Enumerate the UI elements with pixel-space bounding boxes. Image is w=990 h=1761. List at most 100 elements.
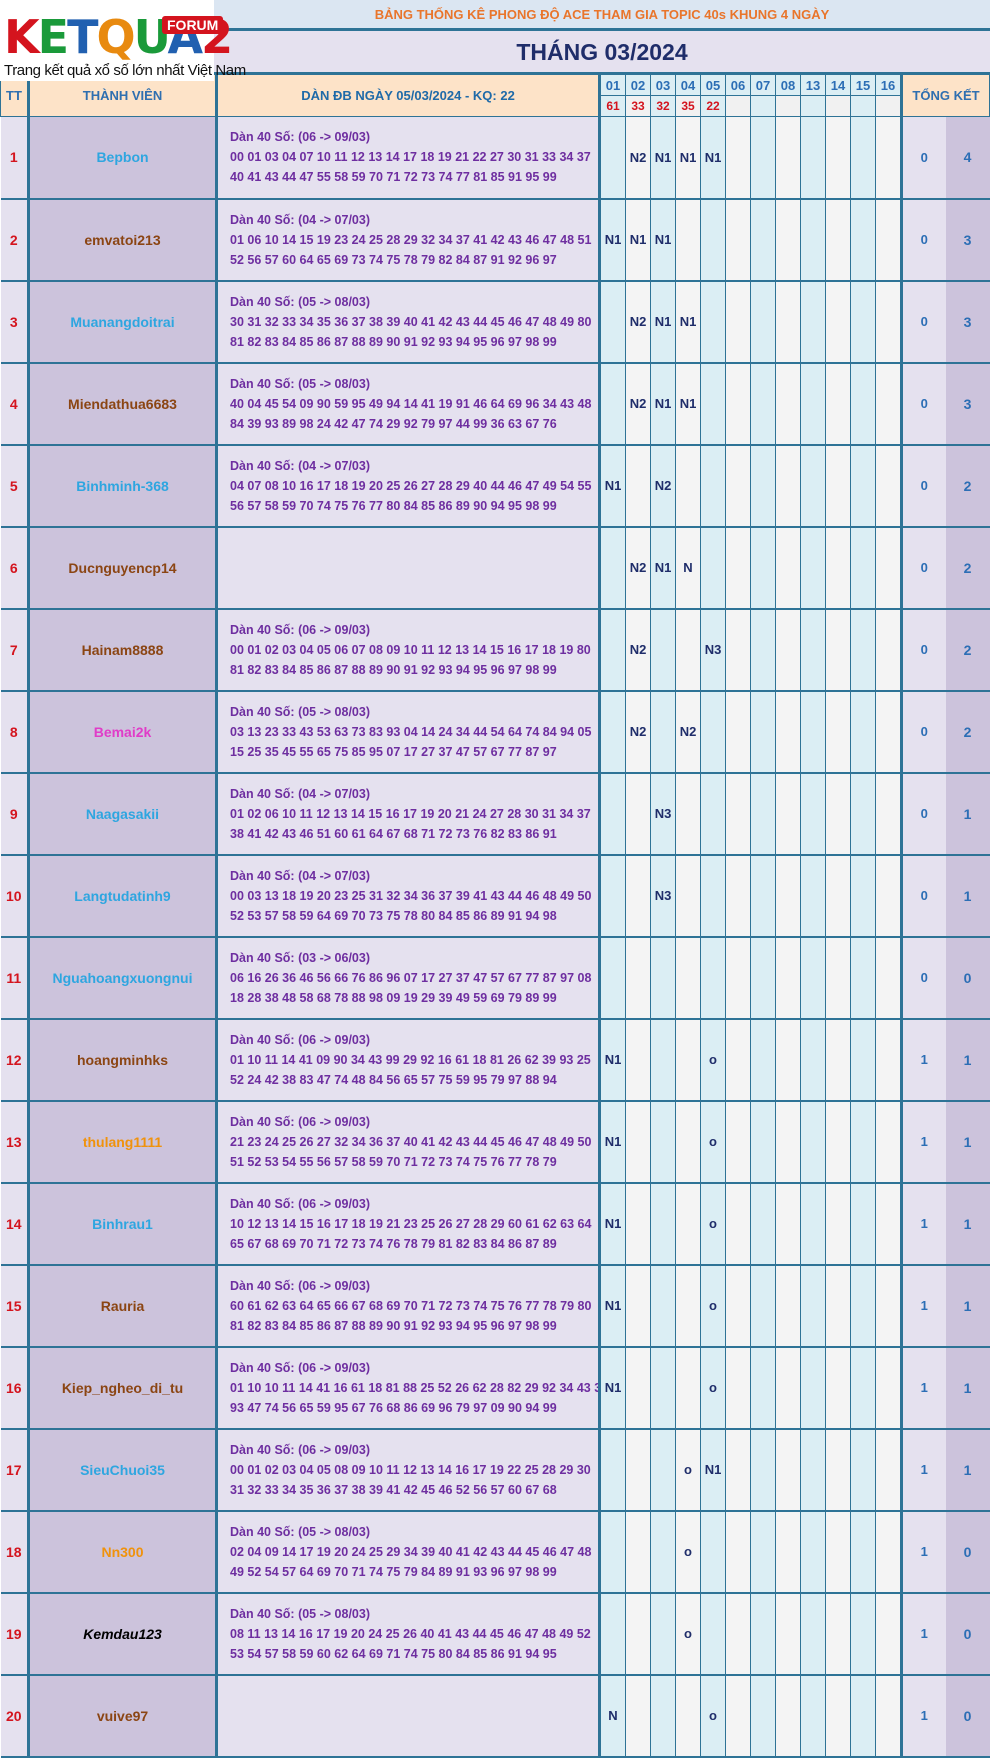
month-title: THÁNG 03/2024 bbox=[214, 31, 990, 72]
summary-total: 1 bbox=[945, 1100, 990, 1184]
table-row: 9 Naagasakii Dàn 40 Số: (04 -> 07/03) 01 02… bbox=[0, 772, 990, 856]
table-row: 15 Rauria Dàn 40 Số: (06 -> 09/03) 60 61 62… bbox=[0, 1264, 990, 1348]
dan-dan-line2: 49 52 54 57 64 69 70 71 74 75 79 84 89 9… bbox=[230, 1564, 557, 1579]
day-mark bbox=[875, 280, 902, 364]
day-mark bbox=[725, 936, 751, 1020]
dan-cell: Dàn 40 Số: (05 -> 08/03) 03 13 23 33 43 5… bbox=[216, 690, 601, 774]
dan-dan-line1: 00 03 13 18 19 20 23 25 31 32 34 36 37 3… bbox=[230, 888, 592, 903]
day-mark bbox=[675, 772, 701, 856]
day-mark: o bbox=[675, 1592, 701, 1676]
member-name[interactable]: hoangminhks bbox=[28, 1018, 218, 1102]
member-name[interactable]: Langtudatinh9 bbox=[28, 854, 218, 938]
day-mark bbox=[800, 936, 826, 1020]
day-mark bbox=[850, 936, 876, 1020]
day-mark bbox=[675, 444, 701, 528]
member-name[interactable]: Binhrau1 bbox=[28, 1182, 218, 1266]
day-mark bbox=[725, 1674, 751, 1758]
day-mark bbox=[775, 280, 801, 364]
col-header-summary: TỔNG KẾT bbox=[900, 74, 990, 117]
member-name[interactable]: Bemai2k bbox=[28, 690, 218, 774]
day-mark: N1 bbox=[675, 362, 701, 446]
day-mark bbox=[825, 1428, 851, 1512]
table-row: 14 Binhrau1 Dàn 40 Số: (06 -> 09/03) 10 12 … bbox=[0, 1182, 990, 1266]
day-mark bbox=[750, 280, 776, 364]
day-mark: N1 bbox=[599, 1018, 626, 1102]
day-mark bbox=[800, 854, 826, 938]
summary-hits: 0 bbox=[900, 280, 946, 364]
day-mark bbox=[825, 772, 851, 856]
summary-total: 1 bbox=[945, 1018, 990, 1102]
day-mark bbox=[800, 526, 826, 610]
member-name[interactable]: emvatoi213 bbox=[28, 198, 218, 282]
dan-dan-line2: 15 25 35 45 55 65 75 85 95 07 17 27 37 4… bbox=[230, 744, 557, 759]
member-name[interactable]: Kemdau123 bbox=[28, 1592, 218, 1676]
dan-dan-title: Dàn 40 Số: (06 -> 09/03) bbox=[230, 130, 370, 145]
day-mark bbox=[750, 362, 776, 446]
day-mark bbox=[725, 1346, 751, 1430]
day-mark bbox=[775, 854, 801, 938]
dan-dan-title: Dàn 40 Số: (06 -> 09/03) bbox=[230, 1442, 370, 1457]
dan-dan-line1: 04 07 08 10 16 17 18 19 20 25 26 27 28 2… bbox=[230, 478, 592, 493]
dan-cell: Dàn 40 Số: (04 -> 07/03) 04 07 08 10 16 1… bbox=[216, 444, 601, 528]
day-header: 16 bbox=[875, 74, 902, 96]
dan-dan-title: Dàn 40 Số: (05 -> 08/03) bbox=[230, 376, 370, 391]
member-name[interactable]: Rauria bbox=[28, 1264, 218, 1348]
day-mark: N3 bbox=[650, 854, 676, 938]
table-row: 19 Kemdau123 Dàn 40 Số: (05 -> 08/03) 08 11… bbox=[0, 1592, 990, 1676]
day-mark bbox=[800, 1346, 826, 1430]
member-name[interactable]: vuive97 bbox=[28, 1674, 218, 1758]
day-mark bbox=[750, 1100, 776, 1184]
day-mark bbox=[825, 1264, 851, 1348]
day-mark bbox=[725, 116, 751, 200]
member-name[interactable]: Miendathua6683 bbox=[28, 362, 218, 446]
day-mark: N1 bbox=[650, 526, 676, 610]
row-number: 9 bbox=[0, 772, 30, 856]
member-name[interactable]: Kiep_ngheo_di_tu bbox=[28, 1346, 218, 1430]
day-mark bbox=[750, 1182, 776, 1266]
table-row: 17 SieuChuoi35 Dàn 40 Số: (06 -> 09/03) 00 … bbox=[0, 1428, 990, 1512]
dan-dan-title: Dàn 40 Số: (06 -> 09/03) bbox=[230, 1360, 370, 1375]
day-mark bbox=[850, 608, 876, 692]
day-mark: N1 bbox=[675, 280, 701, 364]
day-mark bbox=[700, 280, 726, 364]
dan-cell: Dàn 40 Số: (06 -> 09/03) 10 12 13 14 15 1… bbox=[216, 1182, 601, 1266]
dan-dan-title: Dàn 40 Số: (06 -> 09/03) bbox=[230, 622, 370, 637]
day-mark bbox=[599, 116, 626, 200]
member-name[interactable]: thulang1111 bbox=[28, 1100, 218, 1184]
day-mark bbox=[800, 1592, 826, 1676]
day-result: 33 bbox=[625, 95, 651, 117]
summary-hits: 1 bbox=[900, 1264, 946, 1348]
dan-dan-title: Dàn 40 Số: (05 -> 08/03) bbox=[230, 704, 370, 719]
day-mark bbox=[800, 280, 826, 364]
member-name[interactable]: Hainam8888 bbox=[28, 608, 218, 692]
table-row: 16 Kiep_ngheo_di_tu Dàn 40 Số: (06 -> 09/0… bbox=[0, 1346, 990, 1430]
member-name[interactable]: Naagasakii bbox=[28, 772, 218, 856]
member-name[interactable]: Nn300 bbox=[28, 1510, 218, 1594]
day-mark bbox=[800, 1100, 826, 1184]
summary-hits: 0 bbox=[900, 608, 946, 692]
row-number: 2 bbox=[0, 198, 30, 282]
member-name[interactable]: SieuChuoi35 bbox=[28, 1428, 218, 1512]
day-mark: N2 bbox=[650, 444, 676, 528]
day-mark bbox=[775, 936, 801, 1020]
dan-dan-line1: 01 10 10 11 14 41 16 61 18 81 88 25 52 2… bbox=[230, 1380, 600, 1395]
day-mark bbox=[825, 608, 851, 692]
day-mark bbox=[700, 1510, 726, 1594]
day-mark bbox=[725, 280, 751, 364]
member-name[interactable]: Muanangdoitrai bbox=[28, 280, 218, 364]
member-name[interactable]: Ducnguyencp14 bbox=[28, 526, 218, 610]
day-mark: o bbox=[675, 1510, 701, 1594]
dan-dan-line1: 08 11 13 14 16 17 19 20 24 25 26 40 41 4… bbox=[230, 1626, 591, 1641]
day-mark bbox=[599, 362, 626, 446]
member-name[interactable]: Bepbon bbox=[28, 116, 218, 200]
site-logo[interactable]: KETQUA2 FORUM Trang kết quả xổ số lớn nh… bbox=[0, 0, 246, 81]
dan-cell: Dàn 40 Số: (06 -> 09/03) 01 10 10 11 14 4… bbox=[216, 1346, 601, 1430]
member-name[interactable]: Binhminh-368 bbox=[28, 444, 218, 528]
day-mark: o bbox=[700, 1674, 726, 1758]
day-mark bbox=[700, 362, 726, 446]
member-name[interactable]: Nguahoangxuongnui bbox=[28, 936, 218, 1020]
row-number: 7 bbox=[0, 608, 30, 692]
summary-total: 1 bbox=[945, 1428, 990, 1512]
row-number: 6 bbox=[0, 526, 30, 610]
day-mark bbox=[850, 1510, 876, 1594]
